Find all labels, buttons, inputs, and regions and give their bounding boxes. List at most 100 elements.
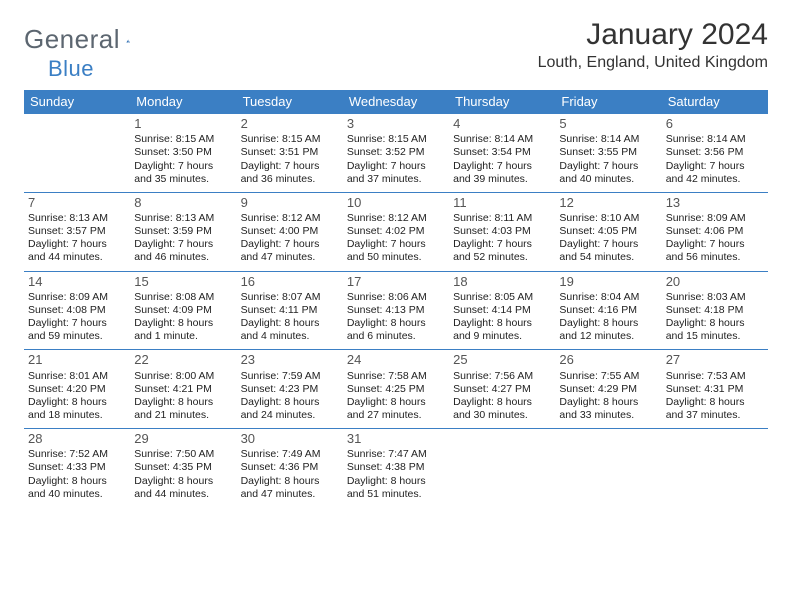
day-number: 30 (241, 431, 339, 447)
day-info-line: Daylight: 7 hours (134, 160, 232, 173)
day-info-line: Sunset: 4:00 PM (241, 225, 339, 238)
day-info-line: Sunrise: 8:15 AM (347, 133, 445, 146)
day-info-line: Sunrise: 8:03 AM (666, 291, 764, 304)
day-info-line: Daylight: 8 hours (347, 317, 445, 330)
day-info-line: Sunset: 4:31 PM (666, 383, 764, 396)
calendar-day-cell: 23Sunrise: 7:59 AMSunset: 4:23 PMDayligh… (237, 350, 343, 429)
calendar-day-cell: 8Sunrise: 8:13 AMSunset: 3:59 PMDaylight… (130, 192, 236, 271)
day-info-line: Sunset: 4:36 PM (241, 461, 339, 474)
day-info-line: and 59 minutes. (28, 330, 126, 343)
day-number: 10 (347, 195, 445, 211)
calendar-table: SundayMondayTuesdayWednesdayThursdayFrid… (24, 90, 768, 507)
day-info-line: Daylight: 8 hours (134, 475, 232, 488)
day-info-line: Daylight: 8 hours (134, 396, 232, 409)
day-number: 28 (28, 431, 126, 447)
day-info-line: Daylight: 8 hours (666, 317, 764, 330)
day-info-line: Sunrise: 8:04 AM (559, 291, 657, 304)
day-info-line: Sunrise: 8:14 AM (666, 133, 764, 146)
day-info-line: Sunset: 3:59 PM (134, 225, 232, 238)
day-number: 24 (347, 352, 445, 368)
day-info-line: and 18 minutes. (28, 409, 126, 422)
day-info-line: Daylight: 8 hours (559, 396, 657, 409)
calendar-day-cell: 1Sunrise: 8:15 AMSunset: 3:50 PMDaylight… (130, 114, 236, 193)
day-info-line: and 56 minutes. (666, 251, 764, 264)
day-info-line: and 44 minutes. (134, 488, 232, 501)
day-info-line: Sunrise: 8:10 AM (559, 212, 657, 225)
day-info-line: Daylight: 8 hours (453, 396, 551, 409)
day-info-line: Daylight: 7 hours (347, 238, 445, 251)
day-info-line: Sunrise: 7:50 AM (134, 448, 232, 461)
day-header: Saturday (662, 90, 768, 114)
month-title: January 2024 (538, 18, 768, 52)
day-info-line: Sunset: 4:29 PM (559, 383, 657, 396)
day-info-line: Sunset: 3:57 PM (28, 225, 126, 238)
calendar-day-cell: 29Sunrise: 7:50 AMSunset: 4:35 PMDayligh… (130, 429, 236, 507)
day-info-line: and 36 minutes. (241, 173, 339, 186)
day-info-line: Sunset: 3:55 PM (559, 146, 657, 159)
calendar-week-row: 21Sunrise: 8:01 AMSunset: 4:20 PMDayligh… (24, 350, 768, 429)
calendar-day-cell: 12Sunrise: 8:10 AMSunset: 4:05 PMDayligh… (555, 192, 661, 271)
day-header: Monday (130, 90, 236, 114)
day-info-line: and 47 minutes. (241, 251, 339, 264)
day-info-line: and 40 minutes. (28, 488, 126, 501)
day-info-line: Sunrise: 7:52 AM (28, 448, 126, 461)
day-info-line: and 42 minutes. (666, 173, 764, 186)
sail-icon (126, 30, 130, 52)
day-number: 22 (134, 352, 232, 368)
calendar-day-cell (555, 429, 661, 507)
day-info-line: Daylight: 7 hours (453, 238, 551, 251)
day-info-line: Sunrise: 8:00 AM (134, 370, 232, 383)
day-header: Wednesday (343, 90, 449, 114)
day-info-line: Daylight: 7 hours (666, 160, 764, 173)
day-info-line: Sunset: 4:21 PM (134, 383, 232, 396)
day-info-line: and 33 minutes. (559, 409, 657, 422)
day-info-line: Daylight: 7 hours (241, 160, 339, 173)
day-info-line: Sunset: 4:33 PM (28, 461, 126, 474)
calendar-day-cell: 15Sunrise: 8:08 AMSunset: 4:09 PMDayligh… (130, 271, 236, 350)
calendar-week-row: 1Sunrise: 8:15 AMSunset: 3:50 PMDaylight… (24, 114, 768, 193)
day-info-line: Daylight: 7 hours (28, 238, 126, 251)
calendar-day-cell: 13Sunrise: 8:09 AMSunset: 4:06 PMDayligh… (662, 192, 768, 271)
day-number: 20 (666, 274, 764, 290)
day-info-line: Sunrise: 8:14 AM (453, 133, 551, 146)
day-info-line: Daylight: 8 hours (241, 475, 339, 488)
location-label: Louth, England, United Kingdom (538, 54, 768, 72)
day-number: 15 (134, 274, 232, 290)
day-info-line: Sunrise: 8:07 AM (241, 291, 339, 304)
day-info-line: Sunset: 4:38 PM (347, 461, 445, 474)
calendar-day-cell: 18Sunrise: 8:05 AMSunset: 4:14 PMDayligh… (449, 271, 555, 350)
day-info-line: Sunrise: 8:05 AM (453, 291, 551, 304)
day-info-line: Daylight: 7 hours (28, 317, 126, 330)
day-number: 17 (347, 274, 445, 290)
calendar-day-cell (24, 114, 130, 193)
logo: General (24, 24, 154, 55)
calendar-day-cell: 10Sunrise: 8:12 AMSunset: 4:02 PMDayligh… (343, 192, 449, 271)
calendar-day-cell: 20Sunrise: 8:03 AMSunset: 4:18 PMDayligh… (662, 271, 768, 350)
calendar-day-cell: 11Sunrise: 8:11 AMSunset: 4:03 PMDayligh… (449, 192, 555, 271)
day-info-line: Sunset: 4:23 PM (241, 383, 339, 396)
calendar-day-cell: 21Sunrise: 8:01 AMSunset: 4:20 PMDayligh… (24, 350, 130, 429)
day-info-line: and 21 minutes. (134, 409, 232, 422)
day-info-line: and 51 minutes. (347, 488, 445, 501)
day-number: 4 (453, 116, 551, 132)
day-info-line: Sunset: 4:35 PM (134, 461, 232, 474)
day-info-line: Sunrise: 7:58 AM (347, 370, 445, 383)
calendar-day-cell: 28Sunrise: 7:52 AMSunset: 4:33 PMDayligh… (24, 429, 130, 507)
day-number: 18 (453, 274, 551, 290)
day-info-line: Sunrise: 8:11 AM (453, 212, 551, 225)
day-number: 27 (666, 352, 764, 368)
calendar-day-cell: 3Sunrise: 8:15 AMSunset: 3:52 PMDaylight… (343, 114, 449, 193)
day-info-line: and 46 minutes. (134, 251, 232, 264)
day-info-line: Sunrise: 8:15 AM (134, 133, 232, 146)
day-number: 6 (666, 116, 764, 132)
day-info-line: and 27 minutes. (347, 409, 445, 422)
day-info-line: and 9 minutes. (453, 330, 551, 343)
day-info-line: Sunset: 4:02 PM (347, 225, 445, 238)
day-info-line: Sunrise: 7:49 AM (241, 448, 339, 461)
day-info-line: and 52 minutes. (453, 251, 551, 264)
day-number: 9 (241, 195, 339, 211)
day-info-line: Sunset: 4:08 PM (28, 304, 126, 317)
day-info-line: Sunrise: 7:56 AM (453, 370, 551, 383)
day-info-line: and 40 minutes. (559, 173, 657, 186)
day-info-line: Sunset: 4:06 PM (666, 225, 764, 238)
